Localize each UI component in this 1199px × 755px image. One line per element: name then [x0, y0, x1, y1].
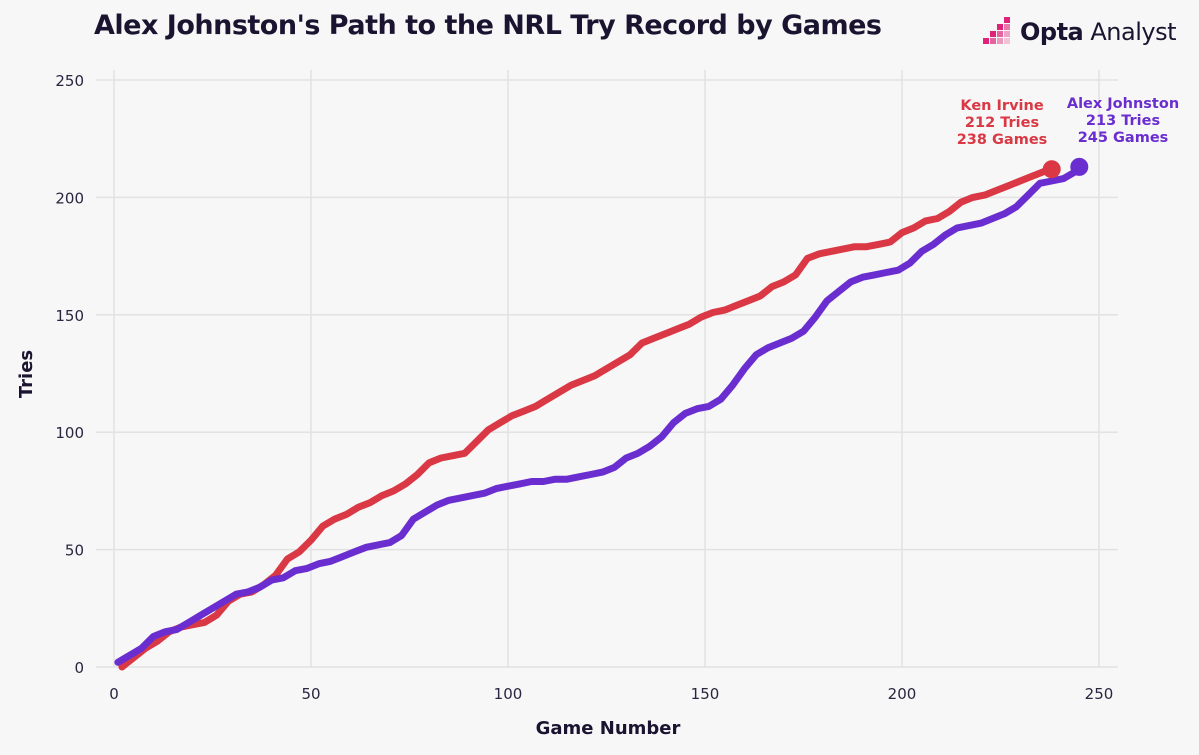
series-line-ken-irvine: [118, 165, 1056, 671]
chart-title: Alex Johnston's Path to the NRL Try Reco…: [94, 10, 882, 41]
y-tick-label: 100: [55, 424, 84, 442]
series-end-markers: [1042, 157, 1089, 179]
opta-logo-icon: [983, 17, 1010, 44]
y-tick-label: 150: [55, 307, 84, 325]
gridlines: [96, 70, 1118, 668]
x-tick-label: 200: [888, 685, 917, 703]
brand-logo: Opta Analyst: [978, 14, 1177, 50]
y-tick-label: 50: [65, 542, 84, 560]
annotation-line: 213 Tries: [1086, 113, 1160, 129]
series-lines: [114, 163, 1083, 671]
brand-name: Opta Analyst: [1020, 18, 1177, 46]
annotation-line: Ken Irvine: [960, 98, 1043, 114]
x-tick-label: 250: [1085, 685, 1114, 703]
x-tick-label: 50: [301, 685, 320, 703]
x-axis-ticks: 0 50 100 150 200 250: [109, 685, 1113, 703]
x-tick-label: 100: [494, 685, 523, 703]
annotation-line: 212 Tries: [965, 115, 1039, 131]
annotation-line: Alex Johnston: [1067, 96, 1179, 112]
x-tick-label: 150: [691, 685, 720, 703]
x-axis-label: Game Number: [536, 718, 681, 739]
x-tick-label: 0: [109, 685, 119, 703]
y-axis-ticks: 0 50 100 150 200 250: [55, 72, 84, 677]
y-tick-label: 200: [55, 189, 84, 207]
y-tick-label: 250: [55, 72, 84, 90]
annotation-ken-irvine: Ken Irvine 212 Tries 238 Games: [957, 98, 1048, 148]
end-marker-alex-johnston: [1070, 157, 1089, 176]
series-annotations: Ken Irvine 212 Tries 238 Games Alex Johnsto…: [957, 96, 1179, 148]
end-marker-ken-irvine: [1042, 160, 1061, 179]
brand-name-light: Analyst: [1090, 18, 1177, 46]
series-line-alex-johnston: [114, 163, 1083, 666]
y-tick-label: 0: [74, 659, 84, 677]
y-axis-label: Tries: [16, 350, 37, 398]
annotation-line: 245 Games: [1078, 130, 1169, 146]
brand-name-bold: Opta: [1020, 18, 1084, 46]
annotation-line: 238 Games: [957, 132, 1048, 148]
annotation-alex-johnston: Alex Johnston 213 Tries 245 Games: [1067, 96, 1179, 146]
